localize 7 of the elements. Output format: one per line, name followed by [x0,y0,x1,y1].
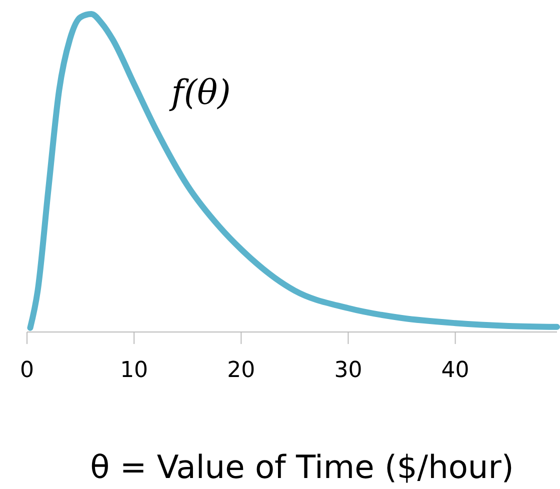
x-tick-label: 0 [20,358,34,383]
x-tick-label: 40 [441,358,470,383]
x-tick-label: 30 [334,358,362,383]
x-tick-label: 10 [120,358,148,383]
x-tick-label: 20 [227,358,256,383]
series-label: f(θ) [168,73,231,113]
x-axis-title: θ = Value of Time ($/hour) [90,448,514,486]
